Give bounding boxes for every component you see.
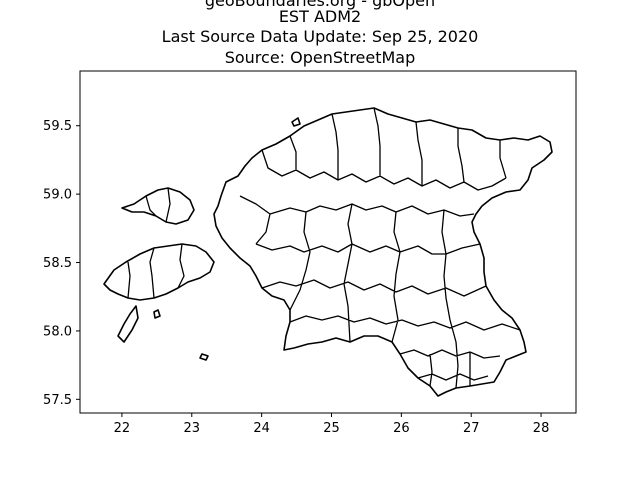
plot-frame bbox=[79, 70, 577, 414]
x-tick-label: 24 bbox=[253, 421, 270, 436]
x-tick-label: 25 bbox=[323, 421, 340, 436]
y-tick-label: 58.5 bbox=[43, 256, 72, 271]
mainland-outline bbox=[213, 107, 553, 397]
x-tick-label: 22 bbox=[114, 421, 131, 436]
admin-boundaries bbox=[103, 107, 553, 397]
sorve-outline bbox=[117, 305, 139, 343]
y-axis: 57.5 58.0 58.5 59.0 59.5 bbox=[43, 119, 80, 408]
map-title-data-source: Source: OpenStreetMap bbox=[224, 48, 416, 67]
x-tick-label: 28 bbox=[533, 421, 550, 436]
saaremaa-outline bbox=[103, 243, 215, 301]
x-tick-label: 26 bbox=[393, 421, 410, 436]
map-title-country-level: EST ADM2 bbox=[278, 7, 362, 26]
x-tick-label: 27 bbox=[463, 421, 480, 436]
hiiumaa-outline bbox=[121, 187, 195, 225]
x-axis: 22 23 24 25 26 27 28 bbox=[114, 413, 550, 436]
y-tick-label: 58.0 bbox=[43, 324, 72, 339]
map-title-update-date: Last Source Data Update: Sep 25, 2020 bbox=[161, 27, 479, 46]
internal-boundaries bbox=[127, 107, 521, 389]
y-tick-label: 57.5 bbox=[43, 393, 72, 408]
island-small-3 bbox=[291, 117, 301, 127]
x-tick-label: 23 bbox=[184, 421, 201, 436]
y-tick-label: 59.5 bbox=[43, 119, 72, 134]
island-small-2 bbox=[153, 309, 161, 319]
island-small-1 bbox=[199, 353, 209, 361]
y-tick-label: 59.0 bbox=[43, 188, 72, 203]
map-title-source-site: geoBoundaries.org - gbOpen bbox=[204, 0, 436, 10]
